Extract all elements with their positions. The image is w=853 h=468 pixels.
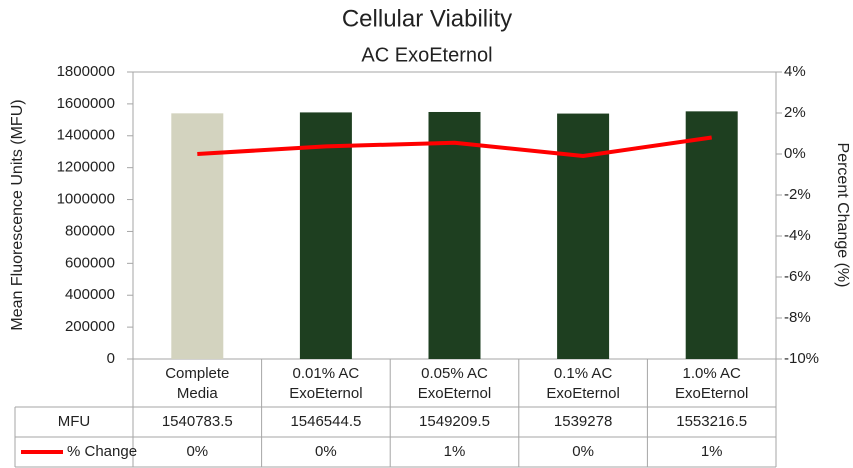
- line-series: [197, 135, 712, 159]
- y2-tick-label: -2%: [784, 186, 811, 203]
- legend-label: % Change: [67, 443, 137, 460]
- x-tick-label: Complete Media: [165, 365, 230, 402]
- x-tick-label: 0.01% AC ExoEternol: [289, 365, 363, 402]
- table-value: 1539278: [554, 413, 612, 430]
- y-tick-label: 800000: [65, 222, 115, 239]
- table-value: 0%: [315, 443, 337, 460]
- y-tick-label: 1600000: [57, 95, 115, 112]
- y2-tick-label: 2%: [784, 104, 806, 121]
- y-tick-label: 1200000: [57, 159, 115, 176]
- y2-tick-label: -8%: [784, 309, 811, 326]
- bar: [299, 112, 352, 359]
- bar: [685, 111, 738, 359]
- table-value: 1%: [444, 443, 466, 460]
- bar: [428, 111, 481, 359]
- bar: [171, 113, 224, 359]
- y2-tick-label: 4%: [784, 63, 806, 80]
- y-tick-label: 1000000: [57, 191, 115, 208]
- x-tick-label: 0.05% AC ExoEternol: [417, 365, 492, 402]
- y-tick-label: 600000: [65, 254, 115, 271]
- y-tick-label: 1800000: [57, 63, 115, 80]
- legend-label: MFU: [58, 413, 91, 430]
- chart-subtitle: AC ExoEternol: [361, 44, 492, 66]
- x-tick-label: 0.1% AC ExoEternol: [546, 365, 620, 402]
- y2-axis-title: Percent Change (%): [834, 143, 851, 288]
- table-value: 1%: [701, 443, 723, 460]
- y2-tick-label: -4%: [784, 227, 811, 244]
- y2-tick-label: 0%: [784, 145, 806, 162]
- y2-tick-label: -6%: [784, 268, 811, 285]
- table-value: 1540783.5: [162, 413, 233, 430]
- bar: [557, 113, 610, 359]
- table-value: 1553216.5: [676, 413, 747, 430]
- y2-tick-label: -10%: [784, 350, 819, 367]
- table-value: 0%: [572, 443, 594, 460]
- chart-title: Cellular Viability: [342, 5, 512, 32]
- y-axis-title: Mean Fluorescence Units (MFU): [9, 99, 26, 330]
- table-value: 1546544.5: [290, 413, 361, 430]
- x-tick-label: 1.0% AC ExoEternol: [675, 365, 749, 402]
- y-tick-label: 400000: [65, 286, 115, 303]
- y-tick-label: 0: [107, 350, 115, 367]
- y-tick-label: 1400000: [57, 127, 115, 144]
- y-tick-label: 200000: [65, 318, 115, 335]
- table-value: 1549209.5: [419, 413, 490, 430]
- table-value: 0%: [186, 443, 208, 460]
